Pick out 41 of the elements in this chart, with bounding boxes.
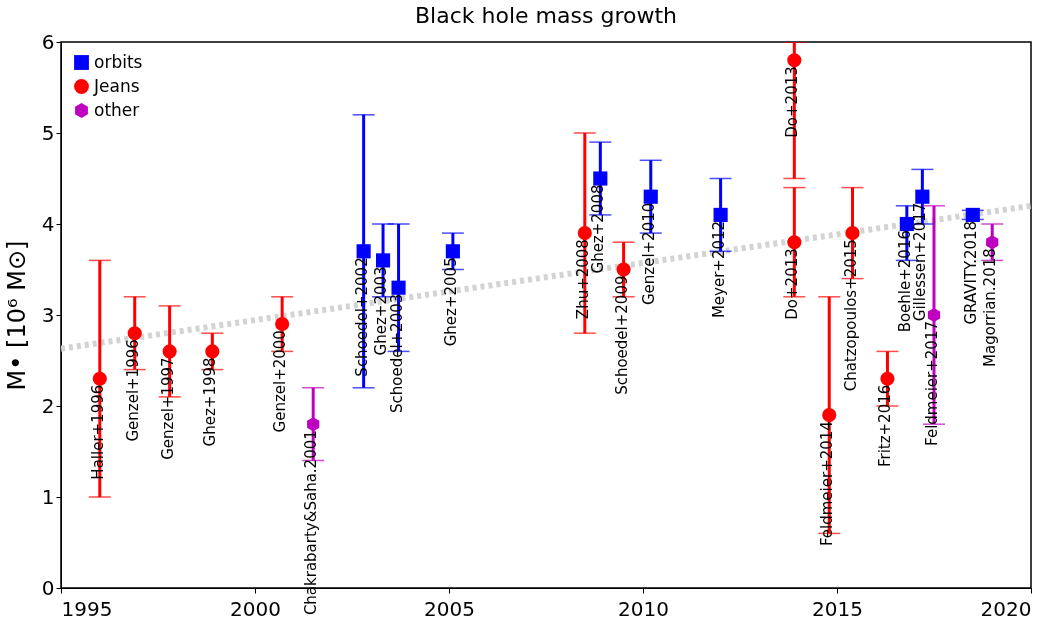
annotation: Feldmeier+2014 (818, 421, 837, 546)
annotation: Chatzopoulos+2015 (841, 239, 860, 392)
annotation: Schoedel+2002 (352, 257, 371, 377)
annotation: Meyer+2012 (709, 220, 728, 319)
legend-label: Jeans (93, 75, 140, 96)
x-tick-label: 1995 (61, 596, 113, 621)
annotation: Magorrian.2018 (981, 248, 1000, 367)
annotation: Feldmeier+2017 (923, 321, 941, 446)
y-tick-label: 6 (41, 29, 55, 54)
x-tick-label: 2020 (980, 596, 1032, 621)
y-tick-label: 4 (41, 211, 55, 236)
x-tick-label: 2015 (812, 596, 863, 621)
annotation: Do+2013 (783, 248, 802, 320)
annotation: Ghez+1998 (201, 357, 220, 447)
annotation: Genzel+2000 (271, 330, 290, 433)
y-tick-label: 1 (41, 484, 55, 509)
annotation: Schoedel+2009 (612, 275, 631, 395)
annotation: Gillessen+2017 (911, 202, 930, 322)
annotation: GRAVITY.2018 (961, 220, 980, 325)
y-tick-label: 0 (41, 575, 55, 600)
chart-title: Black hole mass growth (415, 3, 677, 28)
legend-label: other (94, 99, 140, 120)
annotation: Boehle+2016 (895, 230, 914, 333)
annotation: Zhu+2008 (573, 239, 592, 320)
x-tick-label: 2010 (618, 596, 669, 621)
annotation: Do+2013 (783, 66, 802, 138)
annotation: Genzel+1997 (158, 357, 177, 460)
y-tick-label: 5 (41, 120, 55, 145)
annotation: Genzel+2010 (639, 202, 658, 306)
y-tick-label: 2 (41, 393, 55, 418)
x-tick-label: 2000 (230, 596, 281, 621)
y-axis-title: M• [10⁶ M⊙] (2, 240, 31, 391)
annotation: Haller+1996 (88, 384, 107, 480)
x-tick-label: 2005 (424, 596, 475, 621)
annotation: Chakrabarty&Saha.2001 (302, 430, 321, 616)
annotation: Ghez+2008 (589, 184, 608, 274)
annotation: Ghez+2005 (441, 257, 460, 347)
annotation: Genzel+1996 (123, 339, 142, 442)
annotation: Fritz+2016 (876, 384, 895, 468)
legend-label: orbits (94, 51, 143, 72)
y-tick-label: 3 (41, 302, 55, 327)
